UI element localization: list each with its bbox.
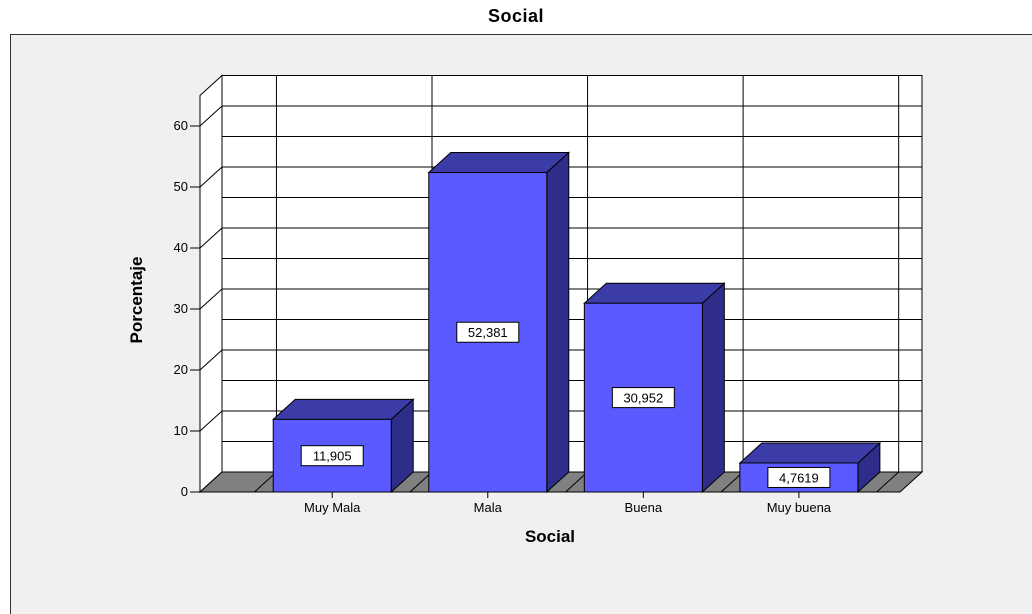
- side-wall: [199, 74, 223, 494]
- data-label-box: [767, 466, 831, 488]
- bars: 11,905 52,381 30,952 4,7619: [271, 151, 882, 494]
- x-axis-title: Social: [525, 527, 575, 546]
- data-label: 4,7619: [779, 470, 819, 485]
- data-label: 11,905: [313, 449, 352, 464]
- gridline-side: [199, 349, 223, 371]
- x-tick-label: Muy Mala: [304, 500, 361, 515]
- bar: 11,905: [271, 398, 415, 494]
- data-label: 52,381: [468, 325, 508, 340]
- gridline-side: [199, 105, 223, 127]
- x-tick-label: Mala: [474, 500, 503, 515]
- bar: 52,381: [427, 151, 571, 494]
- data-label-box: [456, 321, 520, 343]
- y-tick-label: 50: [174, 179, 188, 194]
- data-label-box: [300, 445, 364, 467]
- x-tick-label: Buena: [625, 500, 663, 515]
- bar: 4,7619: [738, 441, 882, 494]
- y-tick-label: 20: [174, 362, 188, 377]
- y-tick-label: 40: [174, 240, 188, 255]
- x-axis: Muy Mala Mala Buena Muy buena: [304, 492, 832, 515]
- bar-top: [583, 282, 726, 304]
- bar-side: [701, 282, 725, 494]
- y-tick-label: 60: [174, 118, 188, 133]
- y-tick-label: 0: [181, 484, 188, 499]
- chart-title: Social: [487, 6, 545, 26]
- x-tick-label: Muy buena: [767, 500, 832, 515]
- bar: 30,952: [583, 282, 726, 494]
- gridline-side: [199, 288, 223, 310]
- gridline-side: [199, 410, 223, 432]
- bar-chart: 0 10 20 30 40 50 60 11,905 52,381 30,952 4,7619 M…: [127, 74, 924, 546]
- y-tick-label: 30: [174, 301, 188, 316]
- bar-side: [546, 151, 570, 494]
- bar-top: [738, 442, 882, 464]
- y-axis: 0 10 20 30 40 50 60: [174, 95, 201, 499]
- bar-top: [271, 398, 415, 420]
- gridline-side: [199, 166, 223, 188]
- y-tick-label: 10: [174, 423, 188, 438]
- gridline-side: [199, 227, 223, 249]
- data-label: 30,952: [623, 391, 663, 406]
- bar-top: [427, 151, 571, 173]
- floor-line: [876, 471, 900, 493]
- y-axis-title: Porcentaje: [127, 257, 146, 344]
- data-label-box: [611, 387, 675, 409]
